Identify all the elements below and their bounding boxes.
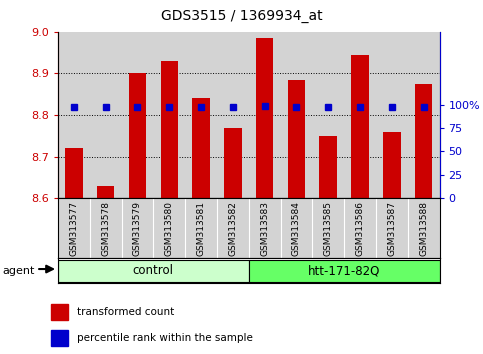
Bar [256, 38, 273, 198]
Text: GSM313588: GSM313588 [419, 201, 428, 256]
FancyBboxPatch shape [58, 260, 249, 282]
Text: GSM313585: GSM313585 [324, 201, 333, 256]
Text: htt-171-82Q: htt-171-82Q [308, 264, 380, 277]
Text: GSM313577: GSM313577 [70, 201, 78, 256]
Bar [160, 61, 178, 198]
FancyBboxPatch shape [249, 260, 440, 282]
Bar [288, 80, 305, 198]
Bar [415, 84, 432, 198]
Bar [97, 186, 114, 198]
Bar [65, 148, 83, 198]
Text: GSM313580: GSM313580 [165, 201, 174, 256]
Bar [383, 132, 400, 198]
Text: GDS3515 / 1369934_at: GDS3515 / 1369934_at [161, 9, 322, 23]
Bar [351, 55, 369, 198]
Bar [224, 127, 242, 198]
Bar [192, 98, 210, 198]
Bar [319, 136, 337, 198]
Text: GSM313584: GSM313584 [292, 201, 301, 256]
Text: GSM313578: GSM313578 [101, 201, 110, 256]
Text: GSM313579: GSM313579 [133, 201, 142, 256]
Bar [51, 304, 69, 320]
Bar [51, 330, 69, 346]
Text: percentile rank within the sample: percentile rank within the sample [77, 332, 253, 343]
Text: control: control [133, 264, 174, 277]
Text: GSM313587: GSM313587 [387, 201, 397, 256]
Text: GSM313581: GSM313581 [197, 201, 206, 256]
Text: GSM313583: GSM313583 [260, 201, 269, 256]
Text: transformed count: transformed count [77, 307, 174, 317]
Text: agent: agent [2, 266, 35, 276]
Bar [128, 73, 146, 198]
Text: GSM313586: GSM313586 [355, 201, 365, 256]
Text: GSM313582: GSM313582 [228, 201, 237, 256]
